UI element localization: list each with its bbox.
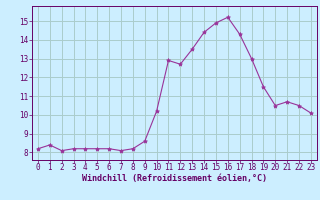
X-axis label: Windchill (Refroidissement éolien,°C): Windchill (Refroidissement éolien,°C) — [82, 174, 267, 183]
